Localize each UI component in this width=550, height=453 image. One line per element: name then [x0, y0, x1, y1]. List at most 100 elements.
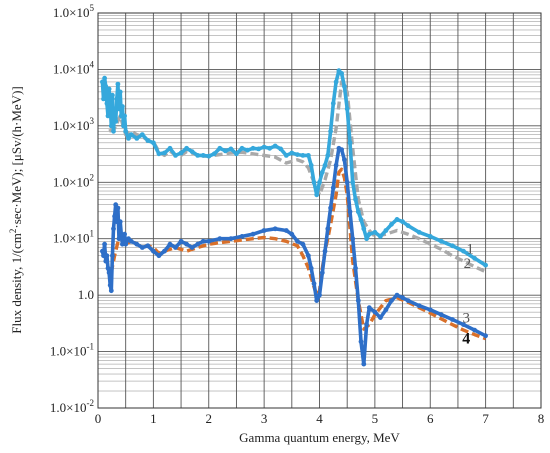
series-point	[261, 144, 267, 150]
series-point	[115, 81, 121, 87]
x-tick-label: 2	[206, 411, 213, 426]
y-axis-title-part1: Flux density, 1/(cm	[9, 233, 24, 334]
series-point	[108, 288, 114, 294]
series-point	[372, 309, 378, 315]
series-point	[333, 79, 339, 85]
series-point	[234, 151, 239, 157]
series-point	[366, 305, 372, 311]
series-point	[105, 113, 111, 119]
series-point	[228, 146, 234, 152]
x-tick-label: 6	[427, 411, 434, 426]
series-point	[339, 71, 344, 76]
series-point	[112, 213, 117, 219]
series-point	[128, 132, 134, 138]
series-point	[311, 179, 317, 185]
x-tick-label: 3	[261, 411, 268, 426]
series-point	[134, 136, 140, 141]
curve-label: 3	[462, 310, 470, 326]
series-point	[472, 255, 477, 261]
series-point	[123, 241, 129, 247]
series-point	[383, 307, 389, 313]
series-point	[206, 153, 212, 159]
curve-label: 2	[464, 256, 472, 272]
series-point	[184, 145, 190, 151]
series-point	[289, 231, 295, 237]
series-point	[311, 281, 317, 286]
series-point	[128, 238, 134, 244]
series-point	[319, 270, 325, 276]
series-point	[295, 238, 300, 244]
series-point	[283, 153, 289, 158]
series-point	[364, 236, 369, 242]
series-point	[217, 236, 223, 242]
series-point	[300, 241, 306, 247]
y-axis-title-sup: 2	[8, 229, 18, 234]
series-point	[350, 179, 356, 185]
series-point	[342, 84, 347, 89]
series-point	[116, 106, 122, 112]
x-tick-label: 8	[538, 411, 545, 426]
series-point	[483, 262, 488, 268]
series-point	[328, 205, 333, 211]
series-point	[295, 152, 300, 158]
series-point	[314, 192, 320, 198]
series-point	[134, 241, 140, 247]
series-point	[189, 149, 195, 155]
series-point	[389, 221, 394, 227]
y-tick-exponent: -1	[87, 342, 95, 352]
series-point	[358, 339, 364, 344]
series-point	[122, 113, 127, 119]
series-point	[123, 128, 129, 134]
series-point	[355, 298, 361, 303]
series-point	[306, 153, 311, 158]
series-point	[358, 217, 364, 222]
x-axis-title: Gamma quantum energy, MeV	[239, 430, 400, 445]
series-point	[107, 101, 113, 106]
series-point	[156, 151, 162, 157]
x-tick-label: 0	[95, 411, 102, 426]
y-tick-exponent: 5	[90, 3, 95, 13]
x-tick-label: 4	[316, 411, 323, 426]
curve-label: 4	[462, 330, 470, 347]
y-tick-label: 1.0×101	[53, 229, 94, 246]
series-point	[217, 145, 223, 151]
y-tick-mantissa: 1.0×10	[50, 344, 87, 359]
y-tick-mantissa: 1.0×10	[53, 118, 90, 133]
series-point	[272, 226, 278, 232]
series-point	[117, 89, 123, 95]
series-point	[333, 162, 339, 168]
series-point	[383, 228, 389, 233]
series-point	[104, 101, 110, 106]
series-point	[278, 146, 284, 152]
series-point	[405, 298, 411, 303]
series-point	[111, 128, 116, 134]
series-point	[344, 106, 350, 112]
series-point	[361, 361, 367, 367]
y-tick-exponent: 4	[90, 59, 95, 69]
series-point	[250, 145, 256, 151]
series-point	[117, 219, 123, 225]
series-point	[151, 248, 156, 254]
series-point	[450, 243, 455, 249]
series-point	[228, 236, 234, 242]
series-point	[344, 179, 350, 185]
series-point	[107, 282, 113, 288]
series-point	[195, 153, 201, 158]
y-tick-exponent: -2	[87, 398, 95, 408]
series-point	[211, 151, 217, 157]
series-point	[355, 209, 361, 215]
series-point	[167, 145, 173, 151]
series-point	[438, 312, 444, 318]
series-point	[120, 104, 125, 109]
y-tick-label: 1.0×105	[53, 3, 95, 20]
series-point	[394, 292, 400, 298]
series-point	[308, 265, 314, 271]
series-point	[325, 153, 331, 158]
series-point	[100, 79, 105, 85]
series-point	[101, 253, 106, 259]
series-point	[400, 295, 405, 301]
series-point	[195, 241, 201, 247]
series-point	[145, 243, 151, 249]
series-point	[162, 248, 167, 254]
